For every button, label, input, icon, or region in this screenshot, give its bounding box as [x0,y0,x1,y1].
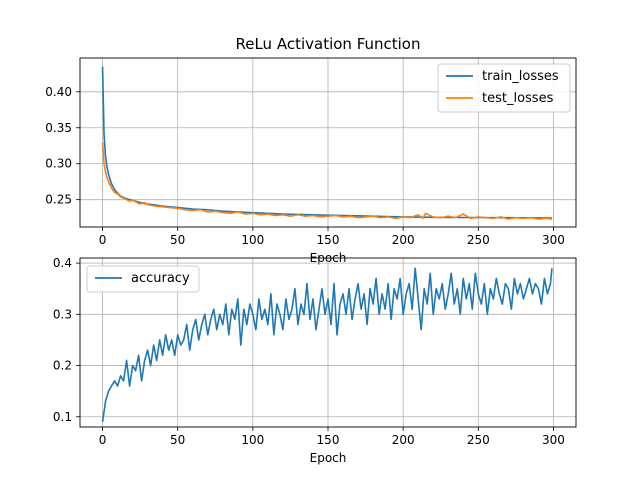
chart-title: ReLu Activation Function [235,35,420,53]
legend-box [86,265,200,293]
x-tick-label: 0 [99,233,107,247]
x-tick-label: 250 [467,433,490,447]
x-tick-label: 50 [170,433,185,447]
x-tick-label: 250 [467,233,490,247]
x-tick-label: 150 [317,433,340,447]
y-tick-label: 0.4 [53,256,72,270]
series-line-accuracy [101,267,553,422]
series-line-test_losses [101,142,553,220]
x-tick-label: 200 [392,433,415,447]
y-tick-label: 0.30 [45,157,72,171]
x-tick-label: 150 [317,233,340,247]
accuracy-panel: 0 50 100 150 200 250 300 0.1 0.2 0.3 0.4 Epoch accur… [53,256,577,465]
y-tick-label: 0.2 [53,359,72,373]
x-tick-label: 100 [241,433,264,447]
x-tick-label: 300 [542,433,565,447]
x-tick-label: 50 [170,233,185,247]
legend-label: train_losses [482,69,559,84]
y-tick-label: 0.40 [45,85,72,99]
legend-label: test_losses [482,91,554,106]
x-tick-label: 100 [241,233,264,247]
x-axis-label: Epoch [310,451,347,465]
x-tick-label: 200 [392,233,415,247]
y-tick-label: 0.3 [53,307,72,321]
loss-panel: 0 50 100 150 200 250 3000.250.300.350.40Epocht… [45,57,577,265]
legend-label: accuracy [131,271,190,286]
y-tick-label: 0.1 [53,410,72,424]
y-tick-label: 0.25 [45,193,72,207]
x-tick-label: 0 [99,433,107,447]
x-tick-label: 300 [542,233,565,247]
y-tick-label: 0.35 [45,121,72,135]
